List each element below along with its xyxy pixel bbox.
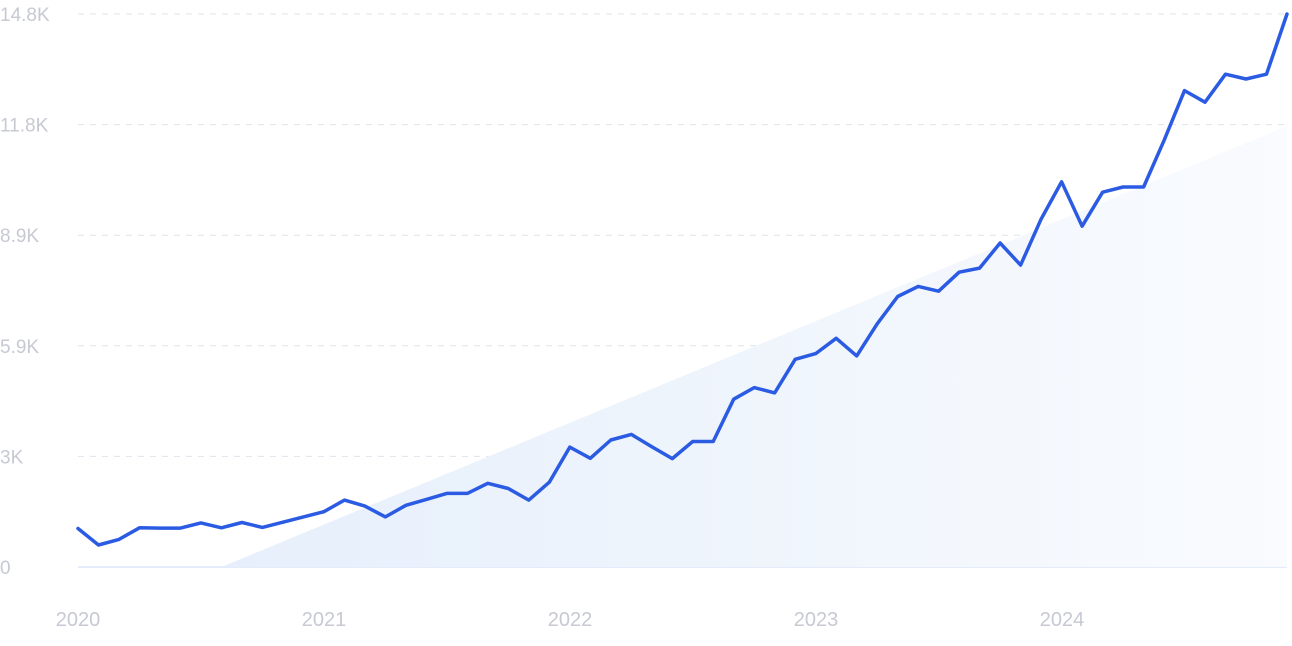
series-line-layer xyxy=(76,12,1289,547)
x-tick-label: 2022 xyxy=(548,609,593,631)
trend-area xyxy=(221,126,1287,567)
y-tick-label: 5.9K xyxy=(0,337,39,358)
x-axis-ticks: 2020 2021 2022 2023 2024 xyxy=(56,609,1085,631)
x-tick-label: 2023 xyxy=(794,609,839,631)
y-tick-label: 0 xyxy=(0,558,11,579)
y-axis-ticks: 0 3K 5.9K 8.9K 11.8K 14.8K xyxy=(0,5,50,579)
x-tick-label: 2020 xyxy=(56,609,101,631)
series-line xyxy=(76,12,1289,547)
trend-area-shape xyxy=(221,126,1287,567)
y-tick-label: 14.8K xyxy=(0,5,50,26)
y-tick-label: 11.8K xyxy=(0,116,49,137)
x-tick-label: 2021 xyxy=(302,609,347,631)
y-tick-label: 8.9K xyxy=(0,226,39,247)
y-tick-label: 3K xyxy=(0,447,24,468)
x-tick-label: 2024 xyxy=(1040,609,1085,631)
